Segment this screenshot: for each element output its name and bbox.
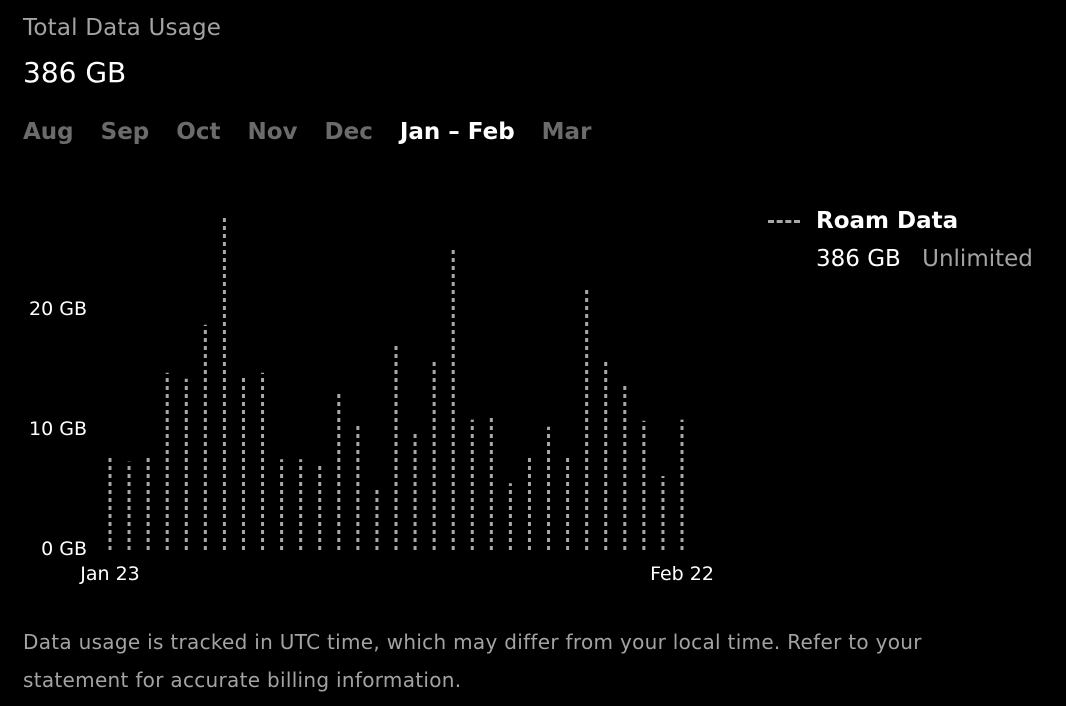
legend-amount: 386 GB xyxy=(816,246,901,272)
y-tick-label: 0 GB xyxy=(41,538,87,560)
bars-group xyxy=(108,216,684,550)
x-tick-label: Feb 22 xyxy=(650,563,714,585)
tab-jan-feb[interactable]: Jan – Feb xyxy=(399,119,515,145)
tab-mar[interactable]: Mar xyxy=(541,119,592,145)
tab-nov[interactable]: Nov xyxy=(247,119,298,145)
x-axis-ticks: Jan 23 Feb 22 xyxy=(79,563,714,585)
total-usage-label: Total Data Usage xyxy=(23,15,222,41)
y-tick-label: 20 GB xyxy=(29,298,87,320)
tab-oct[interactable]: Oct xyxy=(176,119,221,145)
legend-series-name: Roam Data xyxy=(816,208,959,234)
tab-dec[interactable]: Dec xyxy=(324,119,373,145)
y-axis-ticks: 0 GB 10 GB 20 GB xyxy=(29,298,87,560)
tab-aug[interactable]: Aug xyxy=(23,119,74,145)
legend-dash-swatch xyxy=(768,219,800,223)
utc-footnote: Data usage is tracked in UTC time, which… xyxy=(23,630,922,692)
legend: Roam Data 386 GB Unlimited xyxy=(768,208,1033,272)
y-tick-label: 10 GB xyxy=(29,418,87,440)
usage-chart: 0 GB 10 GB 20 GB Jan 23 Feb 22 xyxy=(29,216,714,585)
tab-sep[interactable]: Sep xyxy=(100,119,150,145)
month-tabs: Aug Sep Oct Nov Dec Jan – Feb Mar xyxy=(23,119,618,145)
x-tick-label: Jan 23 xyxy=(79,563,140,585)
total-usage-value: 386 GB xyxy=(23,56,127,89)
legend-limit: Unlimited xyxy=(922,246,1033,272)
